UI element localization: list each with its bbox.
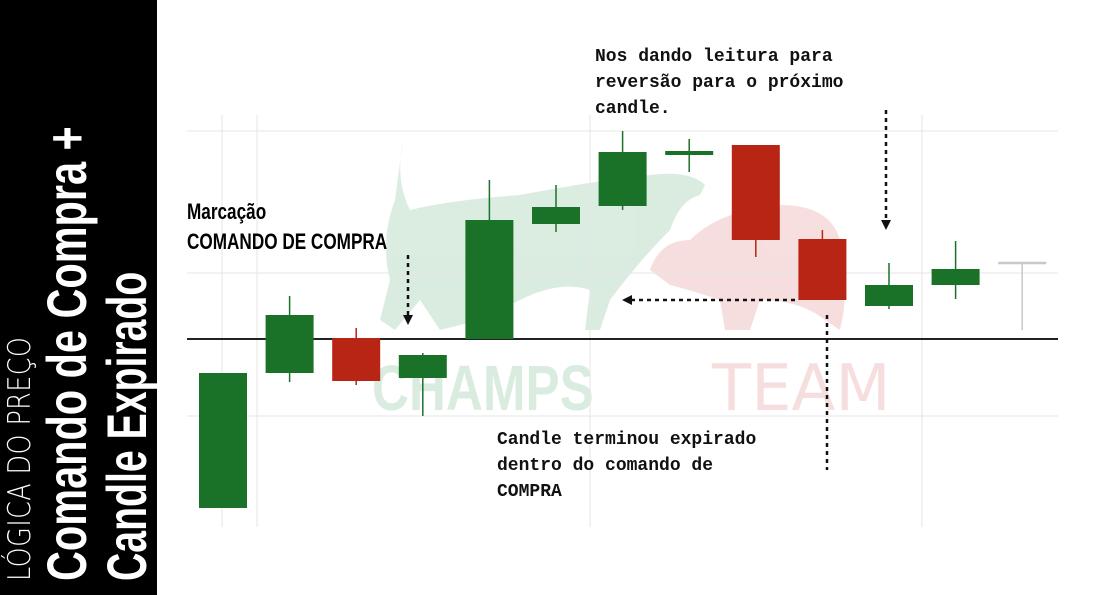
annotation-line: Nos dando leitura para	[595, 47, 833, 67]
annotation-expired: Candle terminou expirado dentro do coman…	[497, 427, 756, 505]
candle-body	[332, 338, 381, 381]
annotation-line: COMPRA	[497, 482, 562, 502]
arrow-left-icon	[622, 295, 632, 305]
candle	[199, 373, 247, 508]
annotation-line: reversão para o próximo	[595, 73, 844, 93]
arrow-down-icon	[403, 315, 413, 325]
candle	[865, 263, 913, 309]
candle-body	[199, 373, 247, 508]
candle	[798, 230, 847, 300]
candle	[532, 185, 580, 232]
candle-body	[665, 151, 714, 155]
candle-body	[865, 285, 913, 306]
annotation-marcacao: Marcação	[187, 199, 267, 224]
candle-body	[931, 269, 980, 285]
candle-body	[532, 207, 580, 224]
candle	[998, 261, 1047, 330]
candle	[731, 145, 780, 257]
arrow-heads	[403, 220, 891, 325]
candle-body	[465, 220, 514, 339]
bear-silhouette-icon	[650, 205, 845, 330]
candle-body	[731, 145, 780, 240]
candle	[465, 180, 514, 339]
annotation-line: dentro do comando de	[497, 456, 714, 476]
annotation-reversal: Nos dando leitura para reversão para o p…	[595, 44, 843, 122]
annotation-line: candle.	[595, 99, 671, 119]
candle-body	[265, 315, 314, 373]
annotation-comando-de-compra: COMANDO DE COMPRA	[187, 229, 388, 254]
candle	[598, 131, 647, 210]
title-panel: LÓGICA DO PREÇO Comando de Compra + Cand…	[0, 0, 158, 595]
annotation-line: Candle terminou expirado	[497, 430, 757, 450]
annotation-arrows	[406, 110, 888, 470]
candle	[265, 296, 314, 382]
candle-body	[798, 239, 847, 300]
arrow-down-icon	[881, 220, 891, 230]
candle	[398, 353, 447, 416]
bull-silhouette-icon	[380, 140, 705, 330]
candle-body	[598, 152, 647, 206]
candle	[931, 241, 980, 299]
candle-body	[398, 355, 447, 378]
candle	[665, 139, 714, 172]
candle	[332, 328, 381, 385]
watermark-logo-team: TEAM	[711, 352, 891, 426]
